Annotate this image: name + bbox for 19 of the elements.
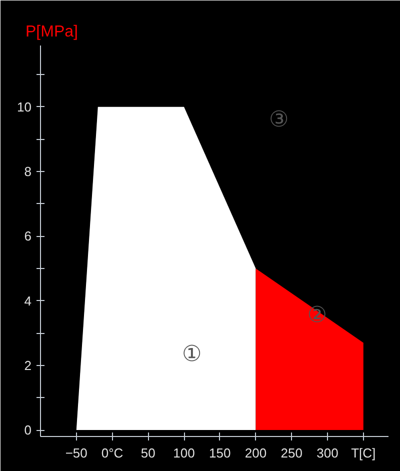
y-tick-label: 6 bbox=[24, 228, 32, 244]
y-tick-label: 4 bbox=[24, 293, 32, 308]
annotation: ② bbox=[307, 302, 328, 328]
x-tick-label: 150 bbox=[209, 446, 231, 460]
y-tick-label: 0 bbox=[24, 422, 32, 438]
x-tick-label: 100 bbox=[173, 446, 195, 460]
x-tick-label: −50 bbox=[65, 446, 88, 460]
x-tick-label: T[C] bbox=[351, 446, 376, 460]
x-tick-label: 250 bbox=[280, 446, 302, 460]
x-tick-label: 200 bbox=[244, 446, 267, 460]
x-tick-label: 300 bbox=[316, 446, 338, 460]
annotation: ③ bbox=[269, 107, 289, 132]
annotation: ① bbox=[182, 342, 202, 368]
y-tick-label: 2 bbox=[24, 358, 32, 373]
x-tick-label: 50 bbox=[140, 446, 156, 460]
y-axis-title: P[MPa] bbox=[26, 24, 78, 40]
y-tick-label: 8 bbox=[24, 164, 32, 180]
y-tick-label: 10 bbox=[17, 99, 32, 114]
x-tick-label: 0°C bbox=[101, 446, 124, 460]
